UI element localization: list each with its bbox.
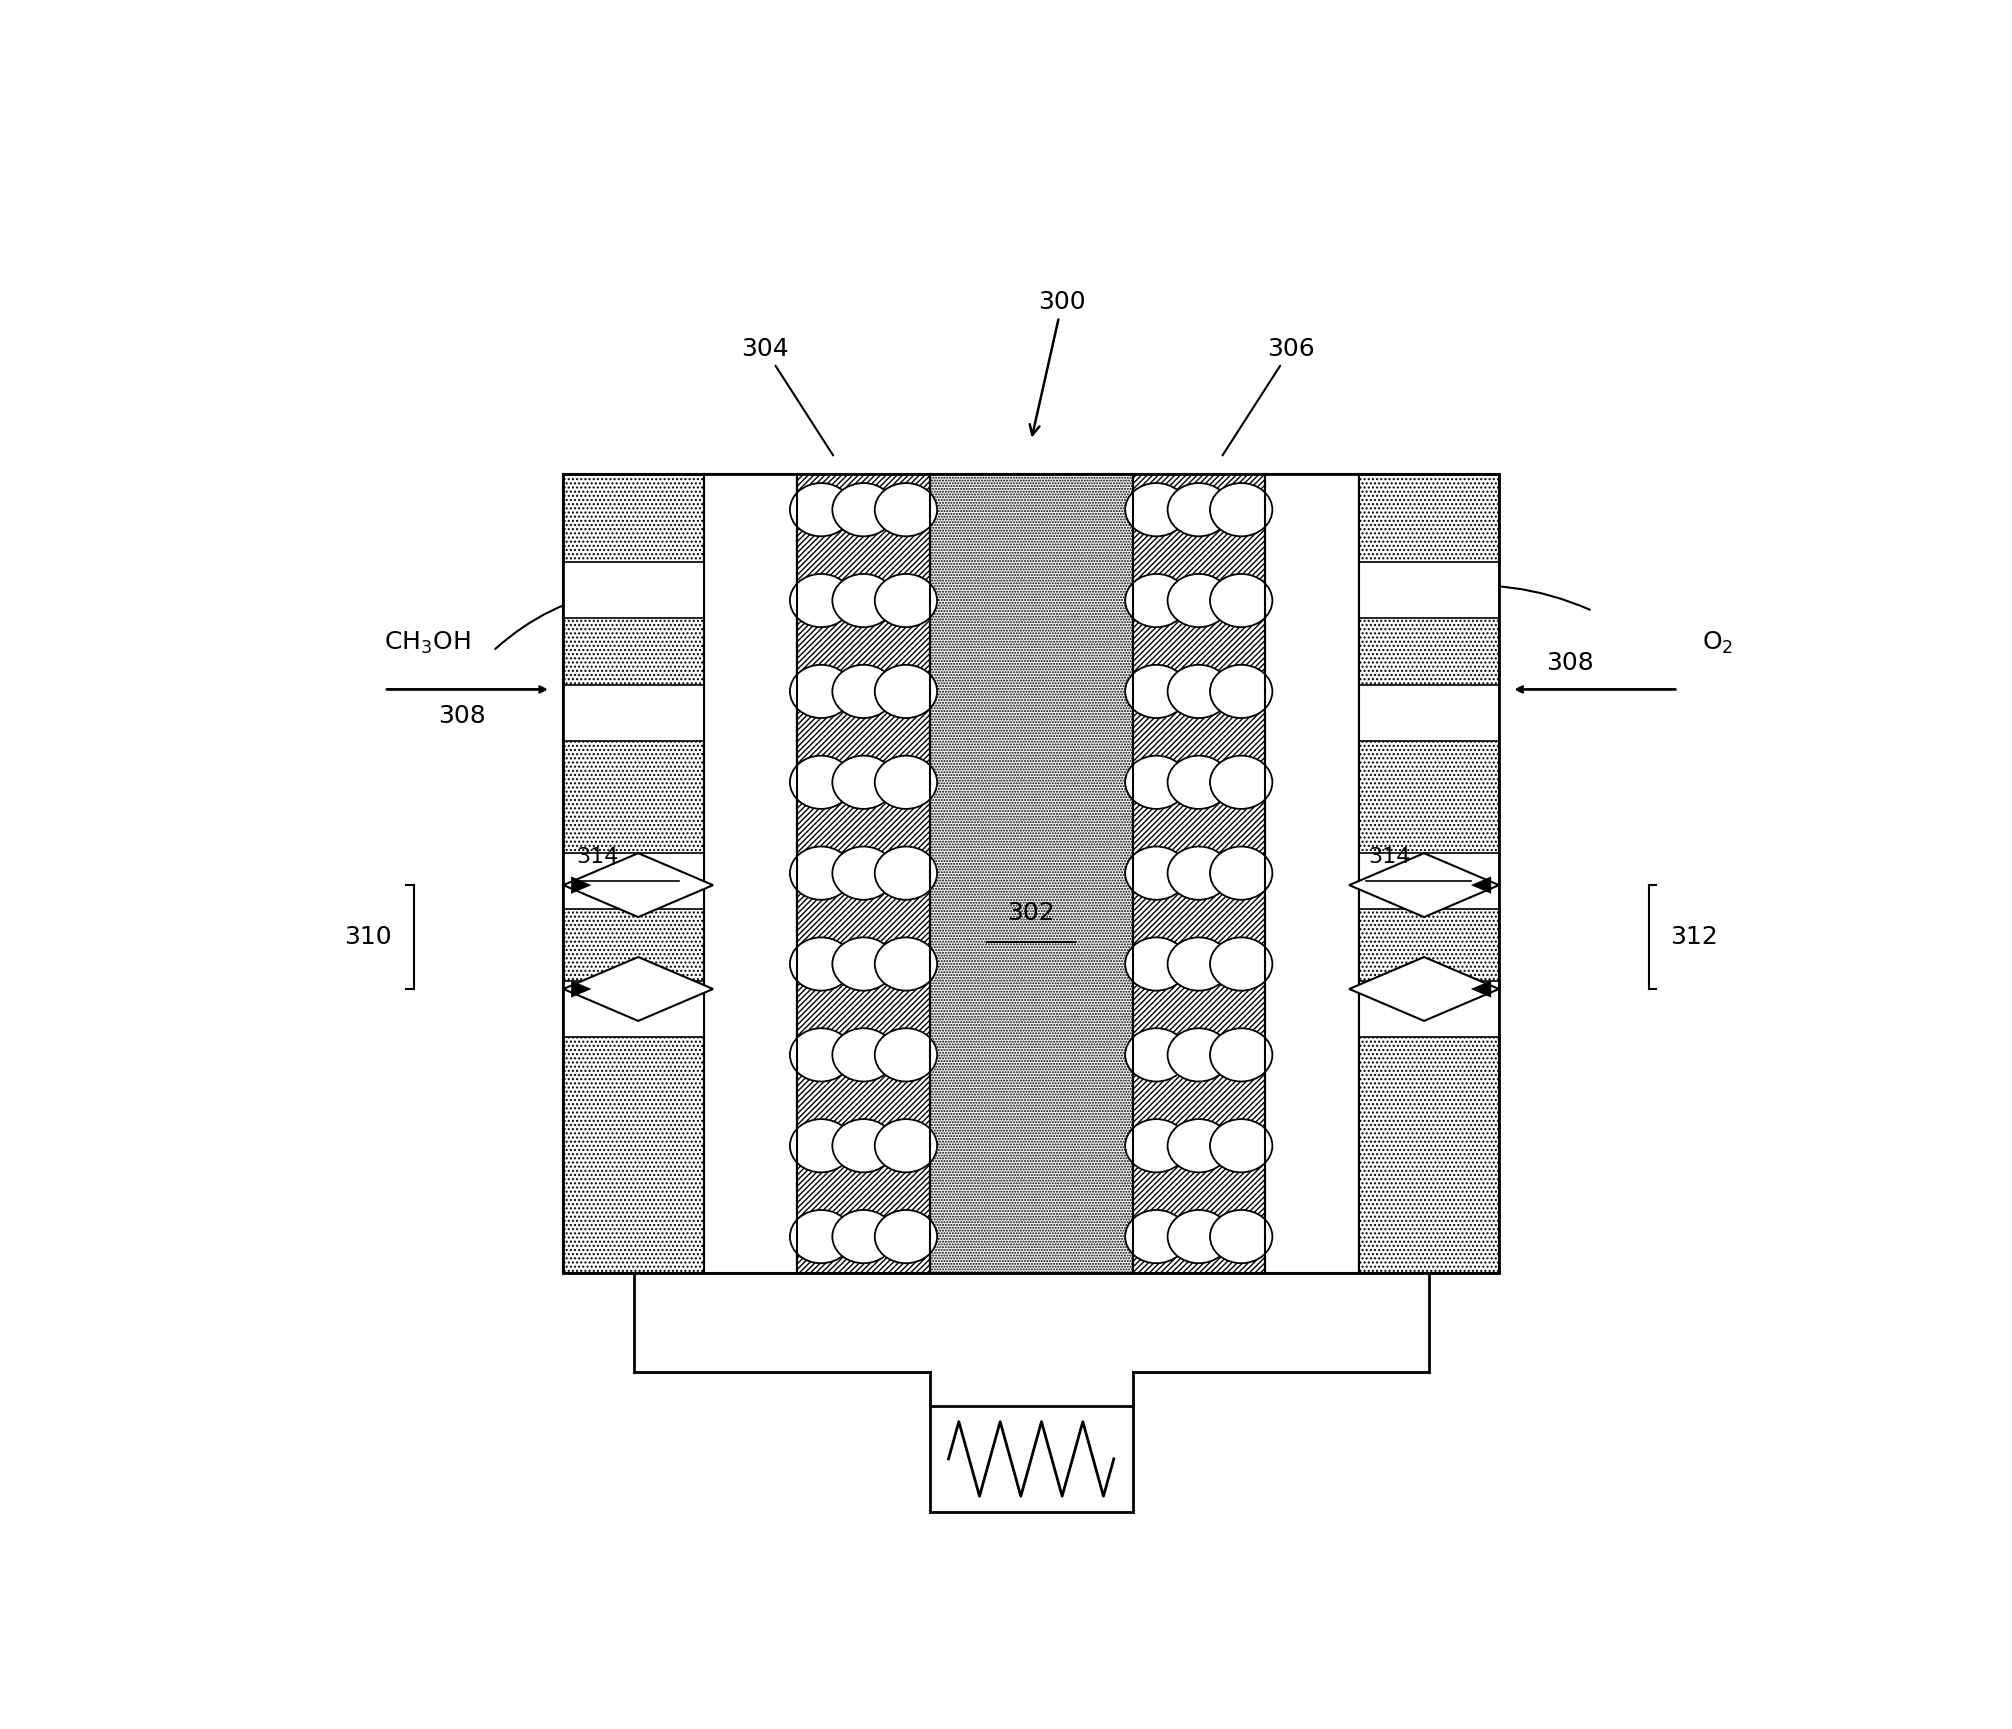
Circle shape xyxy=(833,1119,895,1172)
Circle shape xyxy=(1167,1119,1229,1172)
Circle shape xyxy=(833,937,895,991)
Bar xyxy=(563,852,704,909)
Circle shape xyxy=(1125,1029,1187,1082)
Polygon shape xyxy=(1471,877,1491,894)
Circle shape xyxy=(791,482,853,536)
Text: 308: 308 xyxy=(1545,650,1594,674)
Bar xyxy=(930,1406,1133,1513)
Circle shape xyxy=(1167,664,1229,718)
Circle shape xyxy=(791,756,853,809)
Circle shape xyxy=(1125,847,1187,899)
Bar xyxy=(1358,474,1499,1273)
Polygon shape xyxy=(1350,852,1499,916)
Circle shape xyxy=(1167,574,1229,628)
Text: O$_2$: O$_2$ xyxy=(1702,629,1732,655)
Text: 310: 310 xyxy=(344,925,392,949)
Circle shape xyxy=(875,756,938,809)
Polygon shape xyxy=(571,877,592,894)
Bar xyxy=(1358,980,1499,1037)
Circle shape xyxy=(791,1119,853,1172)
Bar xyxy=(563,685,704,742)
Text: 304: 304 xyxy=(740,337,833,455)
Bar xyxy=(1358,852,1499,909)
Circle shape xyxy=(833,664,895,718)
Text: 306: 306 xyxy=(1223,337,1316,455)
Circle shape xyxy=(875,1119,938,1172)
Circle shape xyxy=(1167,847,1229,899)
Circle shape xyxy=(875,847,938,899)
Bar xyxy=(1266,474,1358,1273)
Bar xyxy=(930,474,1133,1273)
Bar xyxy=(563,562,704,617)
Circle shape xyxy=(791,1210,853,1264)
Circle shape xyxy=(1125,1119,1187,1172)
Circle shape xyxy=(1209,482,1272,536)
Circle shape xyxy=(833,482,895,536)
Bar xyxy=(1358,562,1499,617)
Circle shape xyxy=(833,847,895,899)
Circle shape xyxy=(833,756,895,809)
Circle shape xyxy=(875,1029,938,1082)
Bar xyxy=(704,474,797,1273)
Circle shape xyxy=(875,937,938,991)
Polygon shape xyxy=(1350,958,1499,1020)
Text: 302: 302 xyxy=(1008,901,1054,925)
Circle shape xyxy=(1167,482,1229,536)
Circle shape xyxy=(833,574,895,628)
Text: 312: 312 xyxy=(1670,925,1718,949)
Circle shape xyxy=(791,847,853,899)
Circle shape xyxy=(875,1210,938,1264)
Circle shape xyxy=(1167,1029,1229,1082)
Circle shape xyxy=(1125,1210,1187,1264)
Bar xyxy=(1133,474,1266,1273)
Circle shape xyxy=(1125,574,1187,628)
Bar xyxy=(563,474,1499,1273)
Circle shape xyxy=(1209,1210,1272,1264)
Circle shape xyxy=(875,574,938,628)
Circle shape xyxy=(1167,756,1229,809)
Circle shape xyxy=(1125,482,1187,536)
Circle shape xyxy=(833,1029,895,1082)
Text: 308: 308 xyxy=(439,704,485,728)
Circle shape xyxy=(1209,847,1272,899)
Bar xyxy=(563,474,704,1273)
Circle shape xyxy=(1125,756,1187,809)
Circle shape xyxy=(1167,937,1229,991)
Circle shape xyxy=(875,482,938,536)
Circle shape xyxy=(791,574,853,628)
Polygon shape xyxy=(563,852,712,916)
Bar xyxy=(797,474,930,1273)
Circle shape xyxy=(791,1029,853,1082)
Circle shape xyxy=(1209,937,1272,991)
Polygon shape xyxy=(571,980,592,998)
Text: 300: 300 xyxy=(1030,290,1086,436)
Polygon shape xyxy=(563,958,712,1020)
Text: 314: 314 xyxy=(1368,847,1410,868)
Circle shape xyxy=(1209,574,1272,628)
Bar xyxy=(1358,685,1499,742)
Circle shape xyxy=(1209,1119,1272,1172)
Circle shape xyxy=(875,664,938,718)
Bar xyxy=(563,980,704,1037)
Circle shape xyxy=(833,1210,895,1264)
Circle shape xyxy=(1125,937,1187,991)
Circle shape xyxy=(1167,1210,1229,1264)
Circle shape xyxy=(1125,664,1187,718)
Circle shape xyxy=(791,937,853,991)
Circle shape xyxy=(1209,1029,1272,1082)
Polygon shape xyxy=(1471,980,1491,998)
Circle shape xyxy=(1209,664,1272,718)
Text: CH$_3$OH: CH$_3$OH xyxy=(384,629,471,655)
Circle shape xyxy=(791,664,853,718)
Circle shape xyxy=(1209,756,1272,809)
Text: 314: 314 xyxy=(575,847,618,868)
